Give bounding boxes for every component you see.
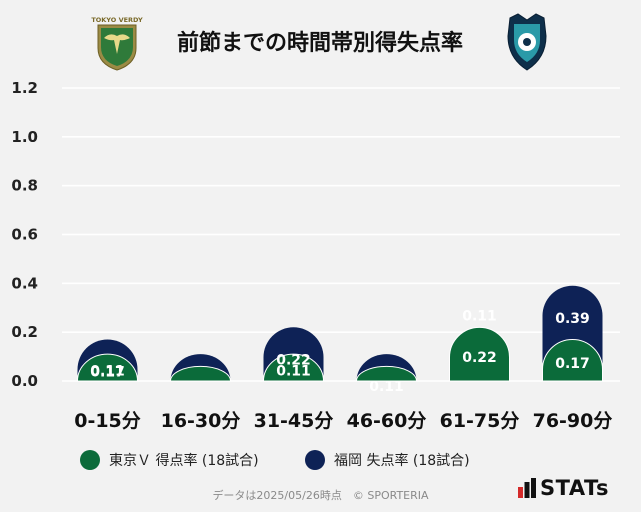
stats-brand-text: STATs [540,476,609,500]
data-label-away: 0.17 [90,364,125,380]
x-tick-label: 31-45分 [254,410,334,432]
x-tick-label: 0-15分 [74,410,141,432]
data-label-away: 0.11 [462,308,497,324]
legend: 東京Ｖ 得点率 (18試合) 福岡 失点率 (18試合) [0,450,641,472]
chart-title: 前節までの時間帯別得失点率 [177,30,463,56]
y-tick-label: 0.6 [11,226,38,244]
data-label-away: 0.39 [555,311,590,327]
verdy-crest-icon: TOKYO VERDY [91,16,143,71]
stats-bars-icon [518,478,536,498]
legend-item-home: 東京Ｖ 得点率 (18試合) [80,450,259,470]
x-axis: 0-15分 16-30分 31-45分 46-60分 61-75分 76-90分 [74,410,612,432]
stats-logo: STATs [518,476,609,500]
footer-note: データは2025/05/26時点 © SPORTERIA [212,489,429,502]
y-tick-label: 1.2 [11,79,38,97]
labels-layer: 0.170.110.220.110.110.110.220.390.17 [90,308,590,395]
bar-home [76,353,139,382]
bar-home [542,339,603,382]
avispa-crest-icon [507,13,547,71]
legend-item-away: 福岡 失点率 (18試合) [305,450,470,470]
x-tick-label: 16-30分 [161,410,241,432]
data-label-home: 0.22 [462,350,497,366]
data-label-home: 0.11 [90,364,125,380]
bar-home [262,353,325,382]
data-label-away: 0.22 [276,352,311,368]
bar-home [355,365,418,382]
y-tick-label: 0.0 [11,372,38,390]
data-label-away: 0.11 [369,379,404,395]
grid-layer: 0.0 0.2 0.4 0.6 0.8 1.0 1.2 [11,79,620,390]
legend-label-home: 東京Ｖ 得点率 (18試合) [109,453,259,469]
legend-label-away: 福岡 失点率 (18試合) [334,453,470,469]
y-tick-label: 0.2 [11,323,38,341]
x-tick-label: 76-90分 [533,410,613,432]
bar-home [449,326,510,382]
home-logo-text: TOKYO VERDY [91,16,143,24]
bar-home [169,365,232,382]
legend-dot-home [80,450,100,470]
legend-dot-away [305,450,325,470]
data-label-home: 0.17 [555,356,590,372]
y-tick-label: 0.8 [11,177,38,195]
bars-layer [76,285,603,382]
x-tick-label: 46-60分 [347,410,427,432]
y-tick-label: 0.4 [11,274,38,292]
data-label-home: 0.11 [276,364,311,380]
y-tick-label: 1.0 [11,128,38,146]
x-tick-label: 61-75分 [440,410,520,432]
